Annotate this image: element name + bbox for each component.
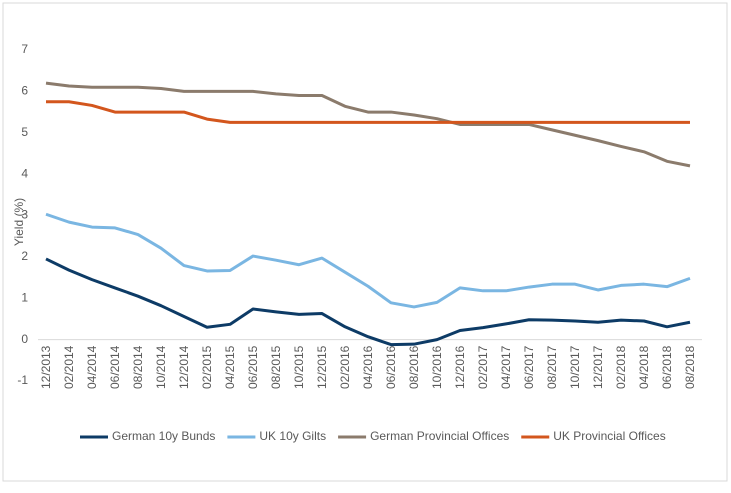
y-tick-label: 1 xyxy=(21,290,28,304)
x-tick-label: 12/2017 xyxy=(591,345,605,389)
y-tick-label: 4 xyxy=(21,166,28,180)
x-tick-label: 02/2017 xyxy=(476,345,490,389)
series-line xyxy=(45,212,691,309)
legend-label: UK Provincial Offices xyxy=(553,429,665,443)
y-axis-label: Yield (%) xyxy=(12,198,26,246)
x-tick-label: 04/2017 xyxy=(499,345,513,389)
x-tick-label: 02/2016 xyxy=(338,345,352,389)
series-line xyxy=(45,257,691,347)
x-tick-label: 08/2014 xyxy=(131,345,145,389)
x-tick-label: 04/2018 xyxy=(637,345,651,389)
legend-label: UK 10y Gilts xyxy=(259,429,326,443)
x-tick-label: 12/2013 xyxy=(39,345,53,389)
y-tick-label: 2 xyxy=(21,249,28,263)
x-tick-label: 10/2014 xyxy=(154,345,168,389)
y-tick-label: 6 xyxy=(21,84,28,98)
y-tick-label: 3 xyxy=(21,208,28,222)
y-tick-label: 5 xyxy=(21,125,28,139)
series-line xyxy=(45,81,691,168)
y-tick-label: 0 xyxy=(21,332,28,346)
x-tick-label: 06/2014 xyxy=(108,345,122,389)
x-tick-label: 02/2015 xyxy=(200,345,214,389)
chart-frame xyxy=(2,2,728,482)
x-tick-label: 10/2017 xyxy=(568,345,582,389)
y-tick-label: 7 xyxy=(21,42,28,56)
series-line xyxy=(46,100,690,124)
x-tick-label: 12/2014 xyxy=(177,345,191,389)
x-tick-label: 06/2018 xyxy=(660,345,674,389)
x-tick-label: 06/2016 xyxy=(384,345,398,389)
x-tick-label: 08/2015 xyxy=(269,345,283,389)
y-tick-label: -1 xyxy=(17,373,28,387)
x-tick-label: 10/2015 xyxy=(292,345,306,389)
legend-label: German 10y Bunds xyxy=(112,429,215,443)
x-tick-label: 04/2016 xyxy=(361,345,375,389)
x-tick-label: 02/2014 xyxy=(62,345,76,389)
x-tick-label: 08/2018 xyxy=(683,345,697,389)
x-tick-label: 08/2017 xyxy=(545,345,559,389)
x-tick-label: 10/2016 xyxy=(430,345,444,389)
x-tick-label: 08/2016 xyxy=(407,345,421,389)
x-tick-label: 12/2015 xyxy=(315,345,329,389)
x-tick-label: 04/2015 xyxy=(223,345,237,389)
x-tick-label: 06/2017 xyxy=(522,345,536,389)
x-tick-label: 02/2018 xyxy=(614,345,628,389)
legend-label: German Provincial Offices xyxy=(370,429,509,443)
x-tick-label: 04/2014 xyxy=(85,345,99,389)
x-tick-label: 06/2015 xyxy=(246,345,260,389)
x-tick-label: 12/2016 xyxy=(453,345,467,389)
